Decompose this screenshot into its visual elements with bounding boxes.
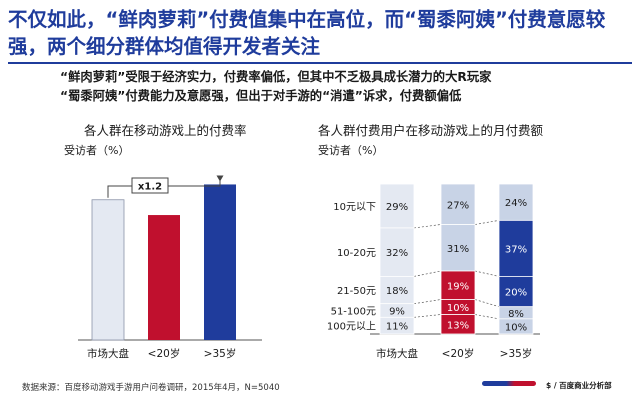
stack-connector-1-1 — [474, 270, 500, 277]
left-bar-2 — [204, 184, 236, 340]
stack-connector-2-0 — [413, 299, 442, 305]
stack-value-label-4-0: 11% — [386, 322, 408, 333]
summary-line-2: “蜀黍阿姨”付费能力及意愿强，但出于对手游的“消遣”诉求，付费额偏低 — [60, 89, 462, 103]
left-category-label-1: <20岁 — [148, 347, 181, 360]
stack-value-label-0-2: 24% — [505, 198, 527, 209]
stack-connector-3-1 — [474, 314, 500, 320]
stack-value-label-3-2: 8% — [508, 309, 524, 320]
title-divider — [8, 62, 632, 64]
stack-segment-2-0 — [379, 276, 415, 305]
stack-value-label-4-1: 13% — [447, 320, 469, 331]
stack-value-label-1-1: 31% — [447, 244, 469, 255]
stack-series-label-0: 10元以下 — [333, 202, 376, 213]
multiplier-box — [131, 177, 169, 194]
brand-logo-bar — [482, 381, 536, 386]
stack-value-label-3-1: 10% — [447, 303, 469, 314]
stack-value-label-2-0: 18% — [386, 286, 408, 297]
stack-connector-3-0 — [413, 314, 442, 318]
stack-value-label-3-0: 9% — [389, 307, 405, 318]
stack-value-label-1-0: 32% — [386, 248, 408, 259]
stack-connector-2-1 — [474, 299, 500, 308]
stack-value-label-4-2: 10% — [505, 322, 527, 333]
stack-segment-1-0 — [379, 227, 415, 277]
right-chart-ylabel: 受访者（%） — [318, 144, 384, 157]
stack-series-label-1: 10-20元 — [337, 248, 376, 259]
left-bar-0 — [91, 199, 125, 341]
stack-value-label-0-0: 29% — [386, 202, 408, 213]
brand-label: $ / 百度商业分析部 — [546, 381, 612, 390]
left-category-label-0: 市场大盘 — [87, 347, 129, 360]
left-bracket-arrow — [216, 175, 224, 182]
stack-series-label-4: 100元以上 — [327, 321, 376, 333]
right-category-label-1: <20岁 — [442, 347, 475, 360]
stack-series-label-3: 51-100元 — [331, 307, 376, 318]
summary-text: “鲜肉萝莉”受限于经济实力，付费率偏低，但其中不乏极具成长潜力的大R玩家 “蜀黍… — [60, 68, 620, 106]
stack-value-label-0-1: 27% — [447, 200, 469, 211]
stack-segment-2-1 — [440, 270, 476, 300]
stack-segment-2-2 — [498, 276, 534, 308]
right-category-label-0: 市场大盘 — [376, 347, 418, 360]
stack-value-label-2-1: 19% — [447, 281, 469, 292]
stack-connector-0-0 — [413, 224, 442, 229]
stack-segment-4-2 — [498, 318, 534, 335]
right-category-label-2: >35岁 — [500, 347, 533, 360]
slide-title: 不仅如此，“鲜肉萝莉”付费值集中在高位，而“蜀黍阿姨”付费意愿较强，两个细分群体… — [8, 8, 606, 58]
stack-series-label-2: 21-50元 — [337, 286, 376, 297]
data-source-footer: 数据来源：百度移动游戏手游用户问卷调研，2015年4月，N=5040 — [22, 383, 280, 393]
stack-segment-4-0 — [379, 316, 415, 335]
stack-segment-0-1 — [440, 183, 476, 225]
left-bar-1 — [148, 215, 180, 340]
right-chart-title: 各人群付费用户在移动游戏上的月付费额 — [318, 123, 544, 138]
stack-segment-1-1 — [440, 224, 476, 272]
multiplier-label: x1.2 — [138, 182, 162, 193]
stack-segment-4-1 — [440, 314, 476, 335]
left-category-label-2: >35岁 — [204, 347, 237, 360]
stack-value-label-2-2: 20% — [505, 288, 527, 299]
left-chart-ylabel: 受访者（%） — [64, 144, 130, 157]
left-chart-title: 各人群在移动游戏上的付费率 — [84, 123, 247, 138]
stack-segment-0-0 — [379, 183, 415, 229]
stack-segment-1-2 — [498, 219, 534, 277]
stack-value-label-1-2: 37% — [505, 244, 527, 255]
stack-segment-0-2 — [498, 183, 534, 221]
stack-connector-1-0 — [413, 270, 442, 277]
stack-connector-0-1 — [474, 220, 500, 225]
summary-line-1: “鲜肉萝莉”受限于经济实力，付费率偏低，但其中不乏极具成长潜力的大R玩家 — [60, 70, 492, 84]
